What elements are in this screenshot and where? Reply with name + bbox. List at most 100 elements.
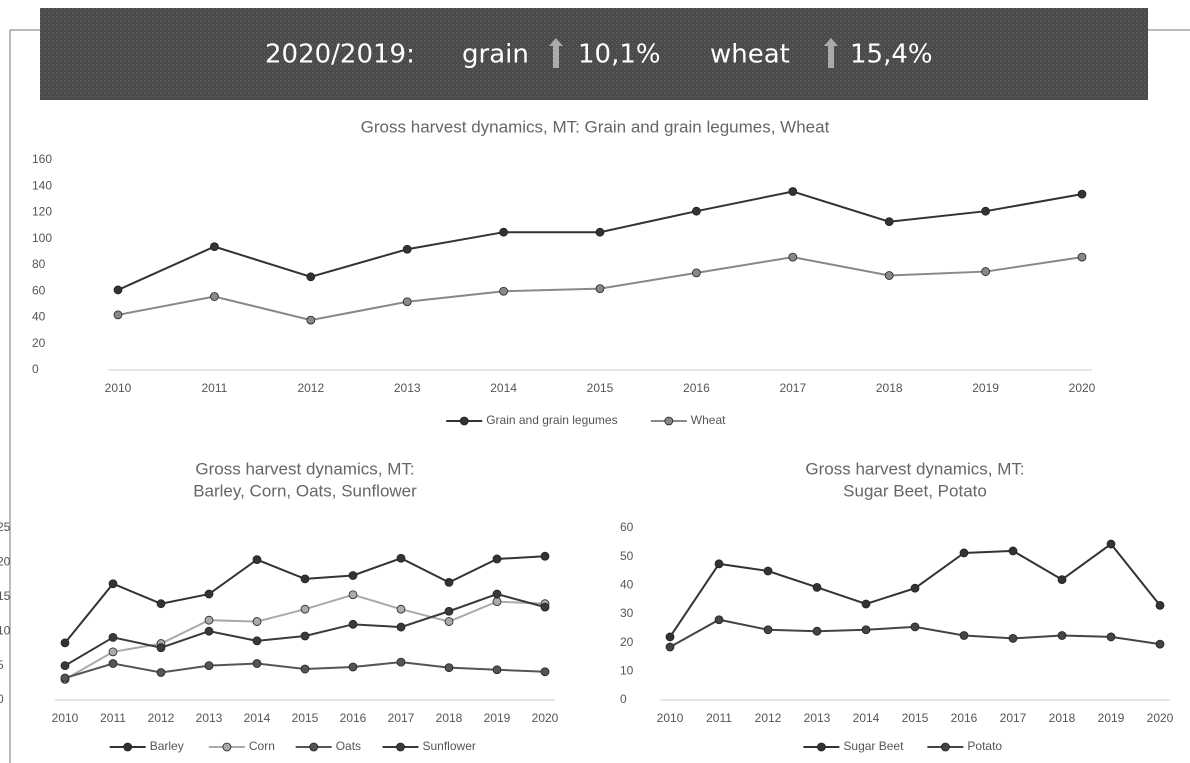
x-tick-label: 2018 (436, 711, 463, 725)
data-point (60, 661, 70, 670)
x-tick-label: 2020 (1069, 381, 1096, 395)
page-border (9, 29, 1190, 763)
legend-marker (941, 742, 950, 752)
data-point (665, 642, 675, 652)
data-point (1106, 539, 1116, 549)
data-point (1106, 632, 1116, 642)
data-point (108, 659, 118, 668)
x-tick-label: 2015 (292, 711, 319, 725)
legend-label: Wheat (691, 413, 726, 427)
data-point (981, 267, 990, 276)
data-point (113, 310, 123, 320)
banner (40, 8, 1148, 100)
data-point (1155, 601, 1165, 610)
x-tick-label: 2019 (484, 711, 511, 725)
chart-title: Barley, Corn, Oats, Sunflower (193, 481, 417, 500)
data-point (204, 615, 214, 625)
chart-title: Gross harvest dynamics, MT: (805, 459, 1024, 478)
y-tick-label: 40 (32, 310, 46, 324)
y-tick-label: 0 (0, 692, 4, 706)
data-point (692, 268, 701, 278)
data-point (492, 665, 502, 675)
data-point (595, 284, 605, 294)
data-point (595, 227, 605, 237)
data-point (348, 571, 358, 580)
data-point (499, 227, 509, 237)
data-point (60, 638, 70, 648)
data-point (910, 622, 920, 632)
x-tick-label: 2017 (388, 711, 415, 725)
data-point (108, 647, 118, 657)
up-arrow (824, 38, 838, 68)
y-tick-label: 5 (0, 658, 4, 672)
data-point (692, 206, 701, 216)
data-point (1057, 575, 1067, 584)
data-point (1077, 189, 1087, 199)
data-point (959, 631, 969, 640)
data-point (300, 574, 310, 584)
y-tick-label: 0 (620, 692, 627, 706)
series-line (64, 593, 546, 667)
x-tick-label: 2014 (853, 711, 880, 725)
data-point (252, 636, 262, 646)
x-tick-label: 2013 (804, 711, 831, 725)
data-point (884, 271, 894, 280)
y-tick-label: 80 (32, 257, 46, 271)
x-tick-label: 2020 (1147, 711, 1174, 725)
data-point (1155, 639, 1165, 649)
data-point (812, 626, 822, 636)
series-line (64, 555, 546, 644)
x-tick-label: 2012 (755, 711, 782, 725)
data-point (499, 286, 509, 296)
data-point (204, 589, 214, 599)
legend-label: Sugar Beet (843, 739, 904, 753)
x-tick-label: 2019 (972, 381, 999, 395)
x-tick-label: 2017 (1000, 711, 1027, 725)
banner-prefix: 2020/2019: (265, 40, 415, 70)
data-point (444, 606, 454, 616)
x-tick-label: 2016 (340, 711, 367, 725)
legend-marker (396, 742, 405, 752)
data-point (396, 604, 406, 614)
data-point (396, 657, 406, 667)
data-point (1077, 252, 1087, 262)
x-tick-label: 2010 (105, 381, 132, 395)
y-tick-label: 20 (0, 555, 11, 569)
y-tick-label: 25 (0, 520, 11, 534)
x-tick-label: 2019 (1098, 711, 1125, 725)
x-tick-label: 2020 (532, 711, 559, 725)
y-tick-label: 30 (620, 606, 634, 620)
data-point (812, 582, 822, 592)
data-point (300, 604, 310, 614)
data-point (252, 555, 262, 565)
x-tick-label: 2015 (902, 711, 929, 725)
data-point (348, 662, 358, 672)
legend-label: Oats (336, 739, 361, 753)
x-tick-label: 2018 (1049, 711, 1076, 725)
data-point (492, 554, 502, 564)
series-line (117, 190, 1083, 291)
y-tick-label: 15 (0, 589, 11, 603)
legend-marker (664, 416, 674, 426)
x-tick-label: 2013 (394, 381, 421, 395)
data-point (884, 217, 894, 227)
data-point (300, 631, 310, 641)
y-tick-label: 60 (32, 283, 46, 297)
data-point (981, 206, 990, 216)
data-point (540, 667, 550, 677)
x-tick-label: 2010 (657, 711, 684, 725)
x-tick-label: 2013 (196, 711, 223, 725)
data-point (209, 292, 219, 301)
legend-label: Sunflower (423, 739, 476, 753)
data-point (402, 297, 412, 307)
data-point (714, 559, 724, 569)
data-point (665, 632, 675, 642)
data-point (306, 315, 316, 325)
data-point (763, 566, 773, 576)
data-point (108, 632, 118, 642)
legend-marker (817, 742, 826, 752)
data-point (209, 242, 219, 252)
y-tick-label: 60 (620, 520, 634, 534)
x-tick-label: 2015 (587, 381, 614, 395)
